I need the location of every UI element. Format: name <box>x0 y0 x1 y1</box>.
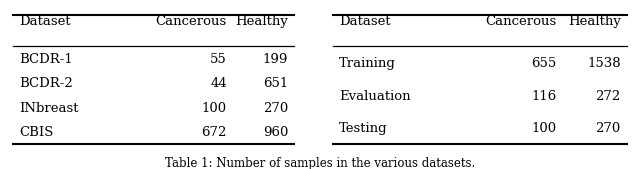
Text: 199: 199 <box>262 53 288 66</box>
Text: 100: 100 <box>202 102 227 115</box>
Text: Evaluation: Evaluation <box>339 90 411 103</box>
Text: Table 1: Number of samples in the various datasets.: Table 1: Number of samples in the variou… <box>165 157 475 169</box>
Text: 672: 672 <box>202 126 227 139</box>
Text: Training: Training <box>339 57 396 70</box>
Text: Cancerous: Cancerous <box>485 16 557 28</box>
Text: 272: 272 <box>596 90 621 103</box>
Text: BCDR-1: BCDR-1 <box>19 53 73 66</box>
Text: 116: 116 <box>531 90 557 103</box>
Text: Cancerous: Cancerous <box>156 16 227 28</box>
Text: INbreast: INbreast <box>19 102 79 115</box>
Text: 55: 55 <box>210 53 227 66</box>
Text: 651: 651 <box>263 77 288 90</box>
Text: 270: 270 <box>263 102 288 115</box>
Text: 270: 270 <box>596 123 621 135</box>
Text: 44: 44 <box>210 77 227 90</box>
Text: BCDR-2: BCDR-2 <box>19 77 73 90</box>
Text: 100: 100 <box>531 123 557 135</box>
Text: Dataset: Dataset <box>339 16 391 28</box>
Text: 960: 960 <box>262 126 288 139</box>
Text: 1538: 1538 <box>587 57 621 70</box>
Text: Healthy: Healthy <box>235 16 288 28</box>
Text: CBIS: CBIS <box>19 126 54 139</box>
Text: Healthy: Healthy <box>568 16 621 28</box>
Text: Testing: Testing <box>339 123 388 135</box>
Text: Dataset: Dataset <box>19 16 71 28</box>
Text: 655: 655 <box>531 57 557 70</box>
